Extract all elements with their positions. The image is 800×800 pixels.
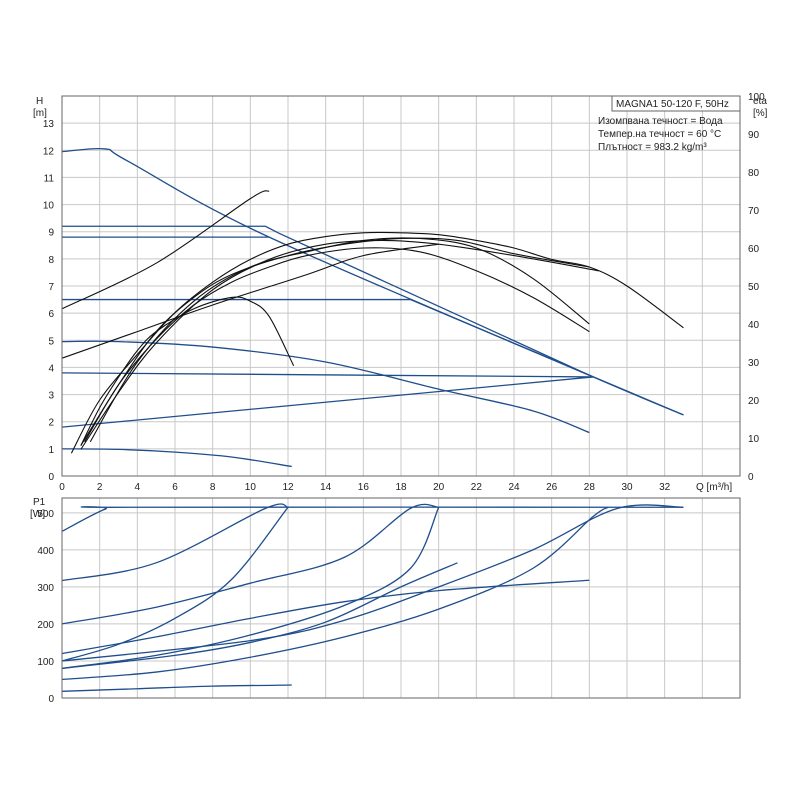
efficiency-curve <box>61 243 439 359</box>
head-curve <box>62 225 594 378</box>
power-curve <box>61 684 292 692</box>
x-tick-label: 28 <box>584 482 596 493</box>
power-curve <box>61 506 289 662</box>
x-tick-label: 20 <box>433 482 445 493</box>
p1-tick-label: 300 <box>37 583 54 594</box>
bottom-grid <box>61 498 740 699</box>
p1-tick-label: 0 <box>48 694 54 705</box>
power-panel: 0 100 200 300 400 500 P1 [W] <box>30 497 741 705</box>
eta-tick-label: 0 <box>748 472 754 483</box>
eta-tick-label: 60 <box>748 244 760 255</box>
x-tick-label: 16 <box>358 482 370 493</box>
eta-tick-label: 70 <box>748 206 760 217</box>
x-tick-label: 0 <box>59 482 65 493</box>
head-curve <box>61 340 590 434</box>
h-tick-label: 13 <box>43 119 55 130</box>
x-tick-label: 2 <box>97 482 103 493</box>
head-curve <box>61 376 594 428</box>
efficiency-curve <box>80 296 295 446</box>
x-tick-label: 14 <box>320 482 332 493</box>
bottom-curves <box>61 503 684 692</box>
head-efficiency-panel: 0 2 4 6 8 10 12 14 16 18 20 22 24 26 28 30 32 0123456789… <box>33 92 768 493</box>
h-tick-label: 11 <box>44 173 55 184</box>
h-axis-label: H <box>36 96 43 107</box>
h-tick-label: 8 <box>48 255 54 266</box>
h-tick-label: 5 <box>48 336 54 347</box>
model-label: MAGNA1 50-120 F, 50Hz <box>616 99 729 110</box>
x-tick-label: 18 <box>395 482 407 493</box>
power-curve <box>61 506 440 670</box>
power-curve <box>61 503 439 625</box>
q-axis-label: Q [m³/h] <box>696 482 732 493</box>
h-tick-label: 12 <box>43 146 55 157</box>
x-tick-label: 6 <box>172 482 178 493</box>
x-tick-label: 24 <box>508 482 520 493</box>
efficiency-curve <box>89 237 590 443</box>
x-tick-label: 26 <box>546 482 558 493</box>
h-tick-label: 3 <box>48 391 54 402</box>
temperature-info: Темпер.на течност = 60 °C <box>598 129 721 140</box>
eta-tick-label: 20 <box>748 396 760 407</box>
top-y2-tick-labels: 0 10 20 30 40 50 60 70 80 90 100 <box>748 92 765 483</box>
p1-unit-label: [W] <box>30 509 45 520</box>
eta-tick-label: 80 <box>748 168 760 179</box>
top-plot-frame <box>61 95 741 477</box>
density-info: Плътност = 983.2 kg/m³ <box>598 142 707 153</box>
model-label-box <box>611 95 741 112</box>
eta-unit-label: [%] <box>753 108 768 119</box>
h-tick-label: 4 <box>48 363 54 374</box>
power-curve <box>61 506 684 532</box>
power-curve <box>61 503 289 582</box>
p1-tick-label: 400 <box>37 546 54 557</box>
eta-tick-label: 90 <box>748 130 760 141</box>
h-tick-label: 0 <box>48 472 54 483</box>
head-curve <box>61 372 594 378</box>
x-tick-label: 10 <box>245 482 257 493</box>
eta-tick-label: 100 <box>748 92 765 103</box>
bottom-y-tick-labels: 0 100 200 300 400 500 <box>37 509 54 705</box>
bottom-plot-frame <box>61 497 741 699</box>
top-grid <box>61 96 740 477</box>
top-curves <box>61 147 684 468</box>
power-curve <box>61 579 590 655</box>
h-tick-label: 1 <box>48 445 54 456</box>
p1-tick-label: 500 <box>37 509 54 520</box>
h-tick-label: 7 <box>48 282 54 293</box>
h-tick-label: 10 <box>43 201 55 212</box>
power-curve <box>61 506 609 681</box>
p1-tick-label: 200 <box>37 620 54 631</box>
h-tick-label: 2 <box>48 418 54 429</box>
x-tick-label: 12 <box>282 482 294 493</box>
x-tick-label: 4 <box>135 482 141 493</box>
power-curve <box>61 504 684 662</box>
eta-tick-label: 40 <box>748 320 760 331</box>
efficiency-curve <box>61 190 270 310</box>
x-tick-label: 8 <box>210 482 216 493</box>
efficiency-curve <box>70 231 684 454</box>
h-tick-label: 9 <box>48 228 54 239</box>
top-x-tick-labels: 0 2 4 6 8 10 12 14 16 18 20 22 24 26 28 30 32 <box>59 482 670 493</box>
power-curve <box>61 562 458 670</box>
eta-tick-label: 50 <box>748 282 760 293</box>
head-curve <box>61 448 292 468</box>
efficiency-curve <box>80 239 599 450</box>
eta-axis-label: eta <box>753 96 767 107</box>
eta-tick-label: 10 <box>748 434 760 445</box>
x-tick-label: 22 <box>471 482 483 493</box>
p1-axis-label: P1 <box>33 497 46 508</box>
x-tick-label: 30 <box>621 482 633 493</box>
h-unit-label: [m] <box>33 108 47 119</box>
p1-tick-label: 100 <box>37 657 54 668</box>
eta-tick-label: 30 <box>748 358 760 369</box>
x-tick-label: 32 <box>659 482 671 493</box>
h-tick-label: 6 <box>48 309 54 320</box>
liquid-info: Изомпвана течност = Вода <box>598 116 723 127</box>
